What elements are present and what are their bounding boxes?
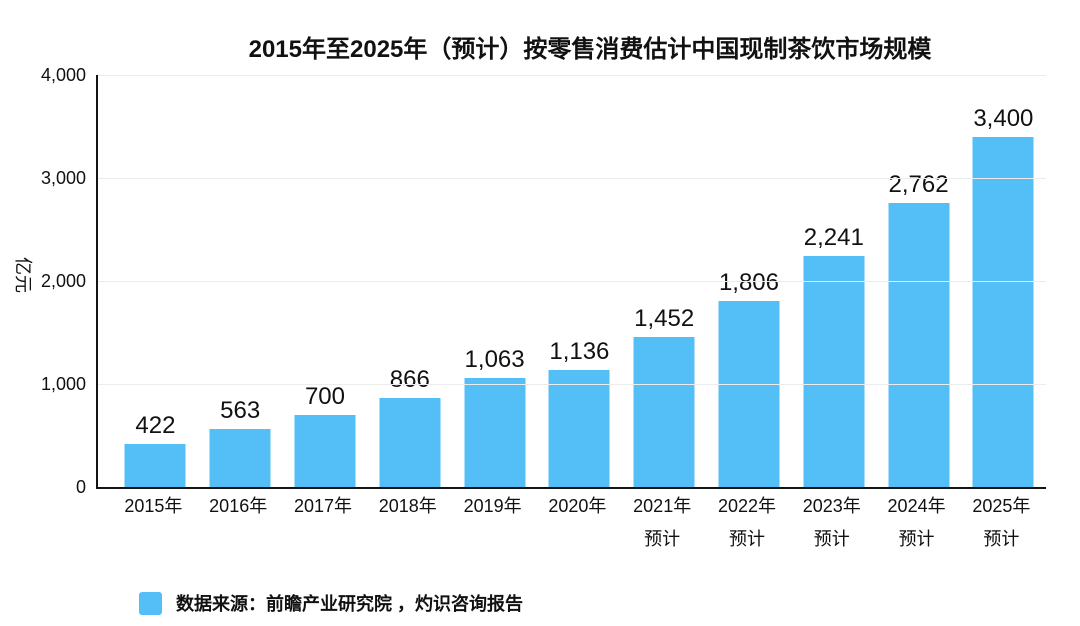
value-label-2019: 1,063	[464, 345, 525, 373]
bar-slot-2023: 2,241	[791, 75, 876, 487]
bar-slot-2015: 422	[113, 75, 198, 487]
chart-title: 2015年至2025年（预计）按零售消费估计中国现制茶饮市场规模	[248, 36, 932, 63]
x-tick-label-2018: 2018年	[365, 496, 450, 549]
x-tick-year-2019: 2019年	[463, 496, 522, 516]
x-tick-label-2019: 2019年	[450, 496, 535, 549]
x-axis-labels: 2015年 2016年 2017年 2018年 2019年 2020年 2021年 预计 202…	[111, 496, 1044, 549]
legend: 数据来源：前瞻产业研究院 ，灼识咨询报告	[139, 590, 523, 616]
x-tick-year-2024: 2024年	[887, 496, 946, 516]
x-tick-year-2017: 2017年	[293, 496, 353, 516]
x-tick-forecast-2025: 预计	[983, 529, 1020, 549]
bar-2023	[803, 256, 865, 487]
x-tick-label-2020: 2020年	[535, 496, 620, 549]
bar-2021	[633, 337, 695, 487]
gridline-4000	[98, 75, 1046, 76]
bar-2017	[294, 414, 356, 487]
gridline-2000	[98, 281, 1046, 282]
x-tick-label-2022: 2022年预计	[705, 496, 790, 549]
x-tick-year-2016: 2016年	[209, 496, 268, 516]
x-tick-forecast-2023: 预计	[813, 529, 850, 549]
bar-2022	[718, 300, 780, 487]
value-label-2021: 1,452	[634, 305, 695, 333]
plot-area: 422 563 700 866 1,063 1,136 1,452 1,806 2,241 2,7…	[96, 75, 1046, 489]
gridline-1000	[98, 384, 1046, 385]
bar-2020	[548, 370, 610, 487]
y-tick-label-0: 0	[75, 477, 86, 497]
gridline-3000	[98, 178, 1046, 179]
bar-2019	[464, 377, 526, 487]
bar-2016	[209, 429, 271, 487]
legend-source-label: 数据来源：前瞻产业研究院 ，灼识咨询报告	[176, 594, 523, 614]
bar-slot-2020: 1,136	[537, 75, 622, 487]
value-label-2023: 2,241	[803, 224, 864, 252]
value-label-2020: 1,136	[549, 338, 610, 365]
y-tick-label-2000: 2,000	[40, 271, 86, 291]
bar-slot-2021: 1,452	[622, 75, 707, 487]
bar-slot-2022: 1,806	[707, 75, 792, 487]
value-label-2016: 563	[220, 397, 261, 425]
y-tick-label-1000: 1,000	[40, 374, 86, 394]
bar-slot-2025: 3,400	[961, 75, 1046, 487]
x-tick-label-2021: 2021年预计	[620, 496, 705, 549]
value-label-2025: 3,400	[973, 104, 1034, 132]
value-label-2022: 1,806	[718, 268, 779, 296]
value-label-2017: 700	[304, 382, 346, 410]
x-tick-label-2025: 2025年预计	[959, 496, 1044, 549]
x-tick-label-2023: 2023年预计	[789, 496, 874, 549]
bar-slot-2017: 700	[283, 75, 368, 487]
bar-slot-2018: 866	[367, 75, 452, 487]
value-label-2015: 422	[135, 411, 176, 439]
x-tick-label-2017: 2017年	[281, 496, 366, 549]
x-tick-year-2021: 2021年	[633, 496, 692, 516]
x-tick-label-2016: 2016年	[196, 496, 281, 549]
bars-container: 422 563 700 866 1,063 1,136 1,452 1,806 2,241 2,7…	[113, 75, 1046, 487]
x-tick-year-2023: 2023年	[802, 496, 861, 516]
bar-2025	[972, 136, 1034, 487]
x-tick-forecast-2024: 预计	[898, 529, 935, 549]
x-tick-year-2022: 2022年	[717, 496, 776, 516]
bar-2024	[888, 202, 950, 487]
value-label-2018: 866	[389, 365, 430, 393]
x-tick-year-2015: 2015年	[124, 496, 183, 516]
x-tick-year-2025: 2025年	[972, 496, 1031, 516]
bar-slot-2019: 1,063	[452, 75, 537, 487]
x-tick-year-2018: 2018年	[378, 496, 437, 516]
y-tick-label-4000: 4,000	[40, 65, 86, 85]
x-tick-year-2020: 2020年	[548, 496, 607, 516]
legend-swatch-icon	[139, 591, 162, 615]
bar-2015	[124, 443, 186, 487]
bar-slot-2024: 2,762	[876, 75, 961, 487]
x-tick-forecast-2022: 预计	[728, 529, 765, 549]
bar-2018	[379, 397, 441, 487]
bar-slot-2016: 563	[198, 75, 283, 487]
y-tick-label-3000: 3,000	[40, 168, 86, 188]
value-label-2024: 2,762	[888, 170, 949, 198]
x-tick-label-2015: 2015年	[111, 496, 196, 549]
x-tick-forecast-2021: 预计	[644, 529, 681, 549]
x-tick-label-2024: 2024年预计	[874, 496, 959, 549]
